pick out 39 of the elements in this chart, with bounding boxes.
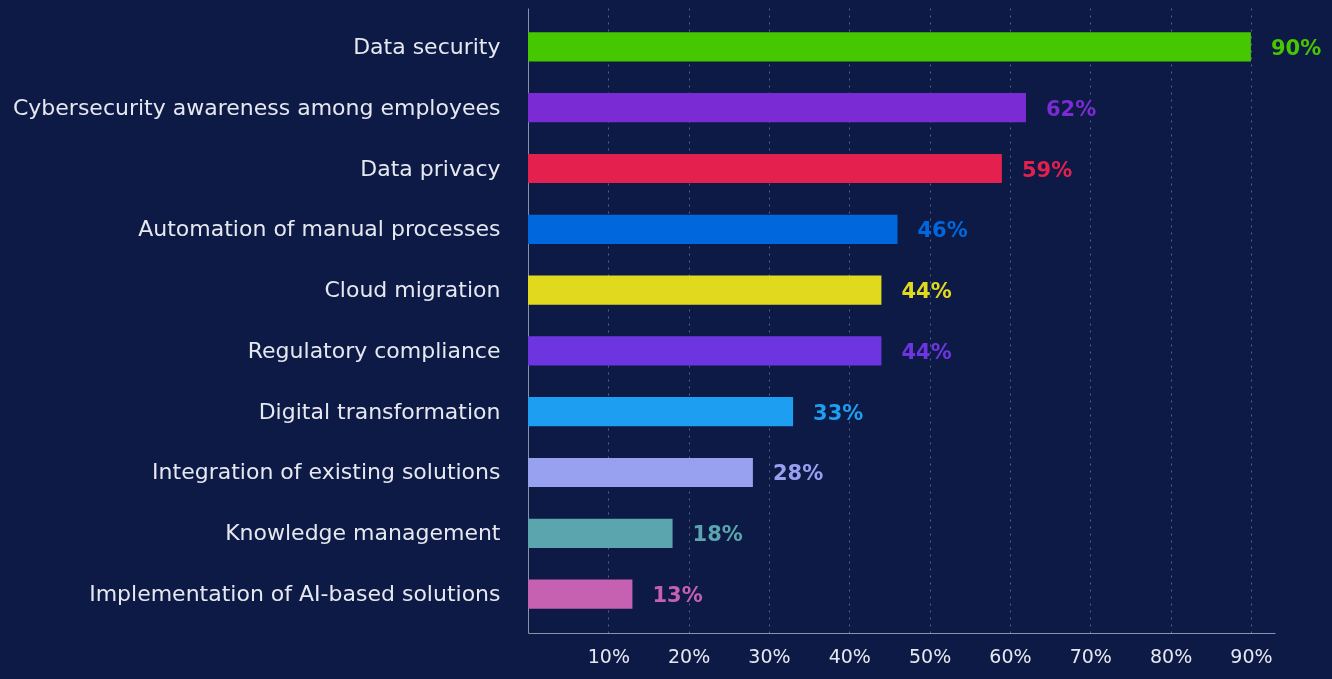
bar <box>528 336 882 366</box>
x-tick-label: 80% <box>1149 644 1193 667</box>
data-label: 13% <box>652 583 703 608</box>
bar <box>528 518 673 548</box>
y-tick-label: Digital transformation <box>258 398 501 424</box>
bar <box>528 93 1026 123</box>
bar <box>528 457 753 488</box>
data-label: 90% <box>1270 35 1322 60</box>
data-label: 18% <box>692 522 743 547</box>
data-label: 44% <box>901 279 952 304</box>
x-tick-label: 20% <box>668 644 711 667</box>
x-tick-label: 30% <box>748 644 791 667</box>
data-label: 59% <box>1021 157 1073 182</box>
y-tick-label: Automation of manual processes <box>138 216 501 242</box>
bar <box>528 153 1002 184</box>
bar <box>528 397 794 427</box>
y-tick-label: Implementation of AI-based solutions <box>89 581 501 607</box>
data-label: 28% <box>772 461 824 486</box>
y-tick-label: Regulatory compliance <box>247 337 501 363</box>
x-tick-label: 60% <box>989 644 1032 667</box>
data-label: 44% <box>901 339 952 364</box>
bar <box>528 32 1251 62</box>
y-tick-label: Data privacy <box>360 155 501 181</box>
data-label: 33% <box>813 400 864 425</box>
data-label: 62% <box>1046 96 1097 121</box>
x-tick-label: 10% <box>587 644 630 667</box>
x-tick-label: 90% <box>1230 644 1273 667</box>
data-label: 46% <box>917 218 968 243</box>
y-tick-label: Cloud migration <box>324 277 501 303</box>
y-tick-label: Knowledge management <box>225 520 501 546</box>
bar <box>528 579 633 609</box>
bar <box>528 275 882 305</box>
x-tick-label: 50% <box>909 644 952 667</box>
bar <box>528 214 898 244</box>
x-tick-label: 70% <box>1069 644 1112 667</box>
x-tick-label: 40% <box>828 644 871 667</box>
y-tick-label: Data security <box>353 33 501 59</box>
y-tick-label: Cybersecurity awareness among employees <box>12 94 501 120</box>
y-tick-label: Integration of existing solutions <box>152 459 501 485</box>
